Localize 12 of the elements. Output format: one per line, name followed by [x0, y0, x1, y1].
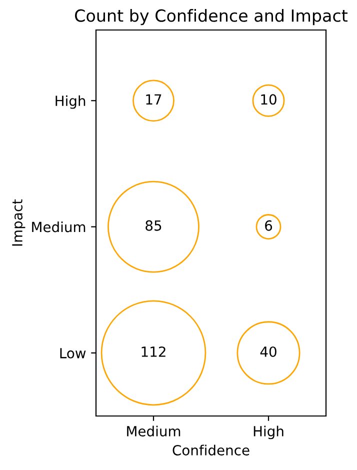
data-label: 17 [146, 94, 162, 104]
y-tick-label: High [56, 95, 86, 109]
data-label: 10 [261, 94, 276, 105]
x-axis-title: Confidence [172, 444, 250, 456]
y-axis-title: Impact [12, 199, 26, 246]
data-label: 85 [146, 220, 162, 231]
y-tick-label: Low [60, 348, 86, 358]
y-tick-label: Medium [32, 222, 86, 232]
chart-title: Count by Confidence and Impact [75, 9, 348, 26]
data-label: 40 [260, 346, 276, 357]
data-label: 112 [142, 346, 166, 357]
data-label: 6 [265, 220, 272, 231]
